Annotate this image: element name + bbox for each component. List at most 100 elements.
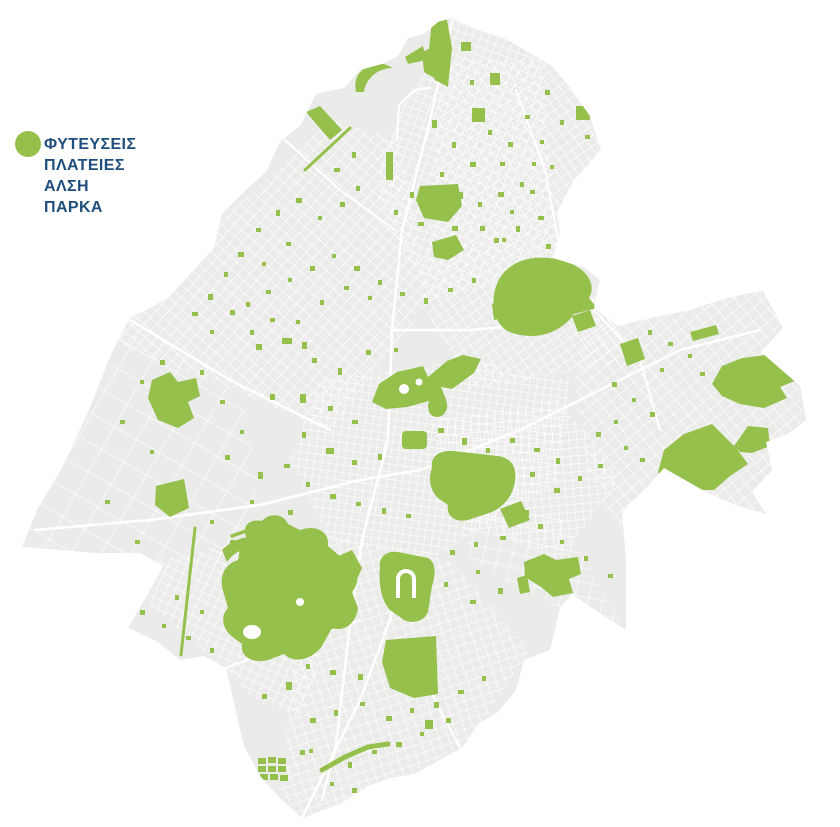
park-speck (288, 510, 293, 515)
park-shape (610, 297, 637, 322)
park-speck (438, 428, 444, 433)
park-shape (278, 766, 286, 772)
park-speck (648, 330, 652, 335)
park-speck (344, 286, 349, 290)
park-shape (306, 106, 342, 140)
park-shape (432, 235, 464, 260)
map-legend: ΦΥΤΕΥΣΕΙΣ ΠΛΑΤΕΙΕΣ ΑΛΣΗ ΠΑΡΚΑ (15, 131, 137, 218)
park-speck (424, 298, 428, 304)
park-speck (224, 272, 228, 277)
park-speck (650, 412, 655, 417)
avenue (284, 139, 396, 231)
park-speck (550, 165, 554, 169)
park-shape (490, 73, 500, 85)
park-speck (470, 600, 476, 604)
avenue (128, 318, 332, 432)
park-speck (368, 296, 372, 300)
park-speck (480, 226, 485, 231)
park-speck (508, 142, 513, 147)
park-speck (262, 694, 267, 699)
park-shape (379, 551, 435, 622)
park-speck (352, 788, 357, 793)
legend-line-plantings: ΦΥΤΕΥΣΕΙΣ (44, 136, 137, 153)
park-speck (446, 718, 451, 723)
park-speck (340, 202, 345, 207)
park-speck (208, 294, 213, 300)
park-speck (444, 582, 448, 587)
park-speck (540, 140, 544, 144)
park-shape (734, 426, 770, 453)
park-shape (386, 152, 393, 180)
park-speck (560, 540, 564, 544)
park-shape (493, 257, 597, 336)
park-speck (135, 540, 140, 544)
park-speck (546, 244, 551, 249)
park-speck (210, 330, 214, 334)
park-speck (474, 542, 478, 547)
park-speck (450, 550, 455, 555)
park-speck (560, 590, 564, 594)
park-speck (554, 488, 560, 493)
park-shape (260, 774, 268, 780)
park-speck (175, 595, 179, 600)
park-speck (192, 312, 198, 316)
park-speck (366, 350, 371, 355)
park-shape (712, 355, 797, 408)
park-speck (406, 514, 411, 518)
park-shape (402, 431, 427, 449)
park-speck (240, 600, 244, 604)
tree-lined-street (319, 741, 391, 773)
park-speck (220, 400, 225, 404)
park-speck (225, 455, 230, 460)
park-speck (270, 318, 275, 322)
park-speck (354, 266, 360, 271)
park-speck (348, 762, 352, 768)
park-speck (386, 716, 392, 721)
park-speck (240, 430, 244, 434)
park-speck (372, 750, 377, 754)
park-shape (258, 766, 266, 772)
park-shape (430, 450, 516, 521)
stadium-outline (396, 569, 416, 598)
park-shape (268, 757, 276, 763)
park-speck (318, 216, 322, 220)
park-speck (382, 508, 386, 514)
park-speck (352, 460, 357, 465)
park-shape (330, 550, 362, 586)
park-speck (186, 636, 191, 640)
park-speck (310, 266, 315, 271)
park-speck (472, 278, 476, 283)
park-shape (155, 479, 189, 517)
park-speck (488, 130, 492, 135)
park-speck (330, 494, 336, 499)
park-speck (360, 702, 365, 706)
park-speck (140, 380, 144, 384)
park-speck (586, 302, 591, 306)
park-speck (598, 464, 603, 468)
parks-layer (105, 18, 797, 793)
park-speck (486, 448, 490, 453)
park-speck (494, 238, 499, 243)
park-speck (556, 458, 560, 464)
park-speck (180, 480, 184, 485)
park-shape (500, 501, 530, 528)
park-speck (210, 520, 214, 524)
park-speck (482, 676, 486, 681)
park-speck (458, 690, 464, 694)
park-speck (394, 348, 398, 352)
park-speck (498, 192, 504, 197)
park-speck (614, 420, 618, 424)
park-speck (440, 172, 444, 177)
park-speck (162, 624, 166, 628)
park-speck (256, 228, 261, 232)
park-speck (418, 574, 423, 578)
park-shape (416, 184, 462, 222)
park-speck (262, 612, 267, 616)
park-speck (302, 342, 307, 349)
park-shape (422, 42, 448, 86)
park-clearing (243, 625, 261, 639)
park-shape (576, 106, 590, 120)
park-speck (400, 292, 405, 296)
park-speck (332, 254, 336, 258)
